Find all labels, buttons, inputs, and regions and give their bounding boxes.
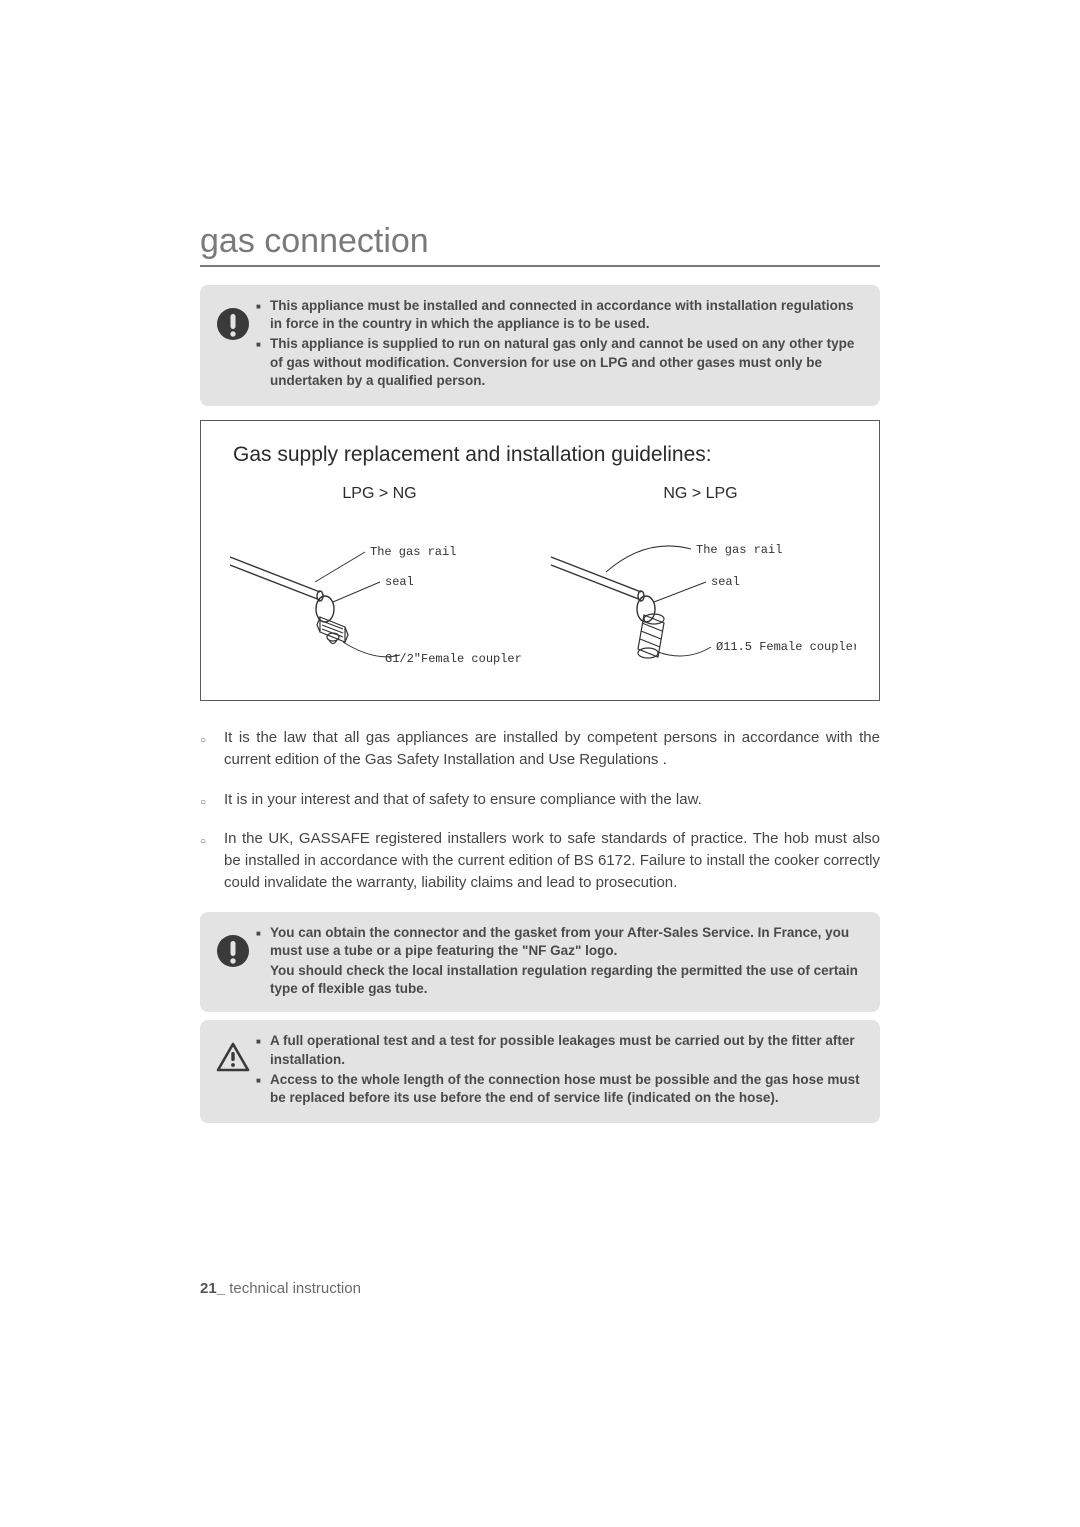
notice3-line2: Access to the whole length of the connec… [270,1071,866,1107]
diagram-title: Gas supply replacement and installation … [219,443,861,467]
page-title: gas connection [200,222,880,261]
title-rule [200,265,880,267]
diagram-right: The gas rail seal Ø11.5 F [546,517,856,667]
notice-box-3: A full operational test and a test for p… [200,1020,880,1123]
notice1-line1: This appliance must be installed and con… [270,297,866,333]
label-coupler-right: Ø11.5 Female coupler [716,640,856,654]
body-p3: In the UK, GASSAFE registered installers… [224,828,880,893]
notice-box-2: You can obtain the connector and the gas… [200,912,880,1013]
notice2-line2: You should check the local installation … [270,962,866,998]
diagram-right-head: NG > LPG [546,485,856,503]
info-icon [216,934,250,968]
diagram-left-head: LPG > NG [225,485,535,503]
label-rail-right: The gas rail [696,543,782,557]
notice2-line1: You can obtain the connector and the gas… [270,924,866,960]
notice-box-1: This appliance must be installed and con… [200,285,880,406]
label-rail-left: The gas rail [370,545,456,559]
label-seal-left: seal [385,575,414,589]
body-list: It is the law that all gas appliances ar… [200,727,880,894]
body-p1: It is the law that all gas appliances ar… [224,727,880,771]
page-footer: 21_ technical instruction [200,1280,361,1297]
notice3-line1: A full operational test and a test for p… [270,1032,866,1068]
body-p2: It is in your interest and that of safet… [224,789,880,811]
notice1-line2: This appliance is supplied to run on nat… [270,335,866,390]
footer-page-number: 21_ [200,1280,225,1297]
warning-icon [216,1042,250,1072]
label-coupler-left: G1/2″Female coupler [385,652,522,666]
info-icon [216,307,250,341]
diagram-box: Gas supply replacement and installation … [200,420,880,701]
footer-label: technical instruction [225,1280,361,1297]
label-seal-right: seal [711,575,740,589]
diagram-left: The gas rail seal [225,517,535,667]
